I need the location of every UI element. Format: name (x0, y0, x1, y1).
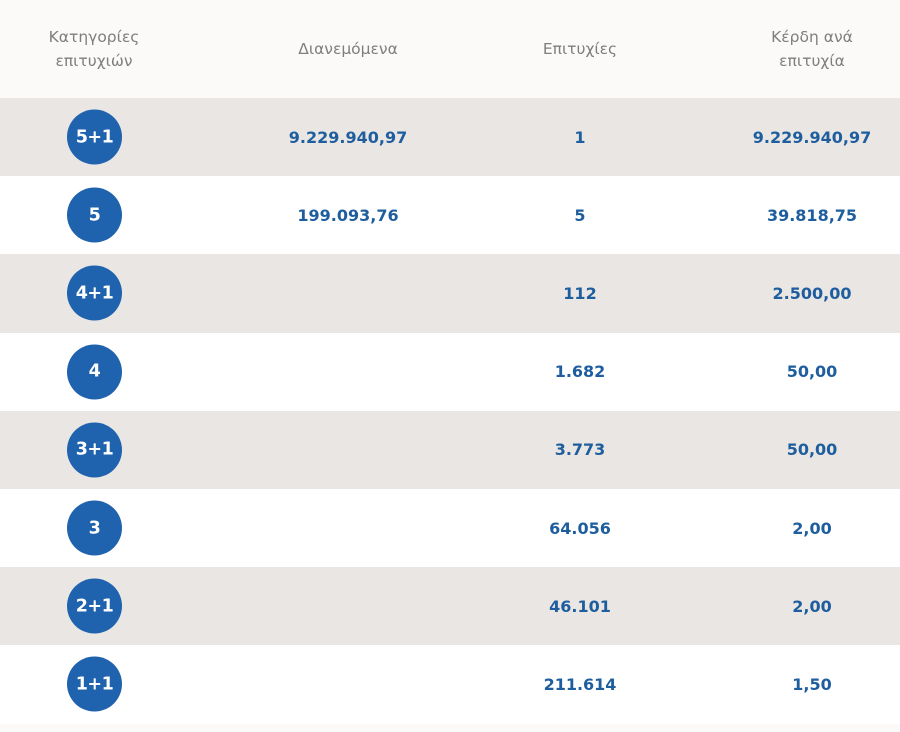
table-row: 2+1 46.101 2,00 (0, 567, 900, 646)
category-badge: 3+1 (67, 422, 122, 478)
table-row: 3 64.056 2,00 (0, 488, 900, 568)
winners-value: 46.101 (549, 596, 611, 616)
winners-value: 1 (574, 127, 586, 147)
table-header: Κατηγορίες επιτυχιών Διανεμόμενα Επιτυχί… (0, 0, 900, 98)
distributed-value (248, 489, 448, 567)
winners-value: 1.682 (554, 362, 606, 382)
winners-value: 112 (563, 283, 597, 303)
category-badge: 1+1 (67, 656, 122, 712)
prize-value: 50,00 (786, 440, 838, 460)
winners-value: 64.056 (549, 518, 611, 538)
table-row: 5 199.093,76 5 39.818,75 (0, 176, 900, 255)
header-prize-per-winner: Κέρδη ανά επιτυχία (771, 28, 853, 70)
table-row: 1+1 211.614 1,50 (0, 645, 900, 724)
distributed-value (248, 333, 448, 411)
prize-value: 1,50 (792, 674, 832, 694)
distributed-value (248, 645, 448, 723)
header-winners: Επιτυχίες (542, 40, 618, 58)
table-row: 5+1 9.229.940,97 1 9.229.940,97 (0, 98, 900, 177)
distributed-value: 199.093,76 (297, 205, 399, 225)
table-footer-strip (0, 723, 900, 731)
table-row: 4 1.682 50,00 (0, 332, 900, 411)
winners-value: 5 (574, 205, 586, 225)
prize-value: 39.818,75 (766, 205, 858, 225)
winners-value: 3.773 (554, 440, 606, 460)
table-row: 3+1 3.773 50,00 (0, 410, 900, 489)
table-row: 4+1 112 2.500,00 (0, 254, 900, 333)
distributed-value (248, 254, 448, 332)
prize-value: 9.229.940,97 (752, 127, 872, 147)
prize-value: 2,00 (792, 518, 832, 538)
distributed-value (248, 411, 448, 489)
category-badge: 4 (67, 344, 122, 400)
category-badge: 5 (67, 187, 122, 243)
category-badge: 4+1 (67, 265, 122, 321)
category-badge: 5+1 (67, 109, 122, 165)
category-badge: 3 (67, 500, 122, 556)
prize-value: 2.500,00 (772, 283, 852, 303)
category-badge: 2+1 (67, 578, 122, 634)
header-category: Κατηγορίες επιτυχιών (48, 28, 140, 70)
distributed-value: 9.229.940,97 (288, 127, 408, 147)
header-distributed: Διανεμόμενα (298, 40, 398, 58)
prize-value: 50,00 (786, 362, 838, 382)
winners-value: 211.614 (543, 674, 617, 694)
prize-value: 2,00 (792, 596, 832, 616)
distributed-value (248, 567, 448, 645)
